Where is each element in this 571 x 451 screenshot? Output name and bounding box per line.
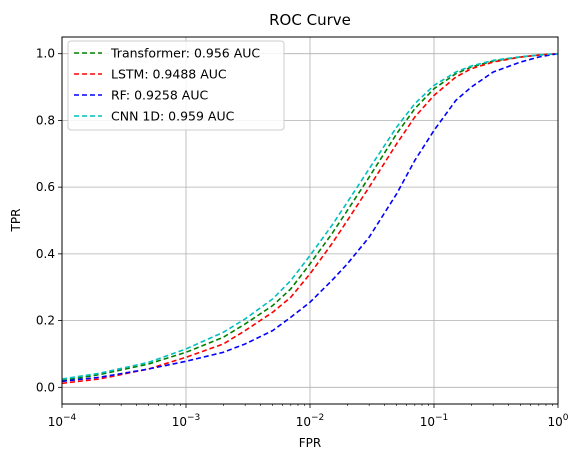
y-tick-label-4: 0.8 (36, 113, 55, 127)
legend-label-2: RF: 0.9258 AUC (111, 88, 209, 103)
series-line-1 (61, 52, 559, 385)
chart-title: ROC Curve (269, 11, 351, 29)
x-tick-label-3: 10−1 (420, 413, 449, 429)
legend: Transformer: 0.956 AUC LSTM: 0.9488 AUC RF… (67, 40, 285, 131)
y-tick-label-3: 0.6 (36, 180, 55, 194)
series-lines (61, 52, 559, 385)
series-line-3 (61, 52, 559, 380)
legend-label-0: Transformer: 0.956 AUC (110, 46, 260, 61)
y-tick-label-0: 0.0 (36, 380, 55, 394)
y-axis-label: TPR (9, 209, 23, 233)
grid (61, 37, 559, 404)
x-tick-label-0: 10−4 (48, 413, 77, 429)
x-tick-label-2: 10−2 (296, 413, 325, 429)
legend-label-3: CNN 1D: 0.959 AUC (111, 109, 235, 124)
x-tick-label-4: 100 (547, 413, 568, 429)
x-axis-label: FPR (299, 436, 321, 450)
ticks: 10−4 10−3 10−2 10−1 100 0.0 0.2 0.4 0.6 0.8 1.0 (36, 47, 569, 429)
series-line-2 (61, 52, 559, 383)
x-tick-label-1: 10−3 (172, 413, 201, 429)
legend-box (67, 40, 285, 131)
y-tick-label-2: 0.4 (36, 247, 55, 261)
y-tick-label-5: 1.0 (36, 47, 55, 61)
y-tick-label-1: 0.2 (36, 314, 55, 328)
legend-label-1: LSTM: 0.9488 AUC (111, 67, 227, 82)
